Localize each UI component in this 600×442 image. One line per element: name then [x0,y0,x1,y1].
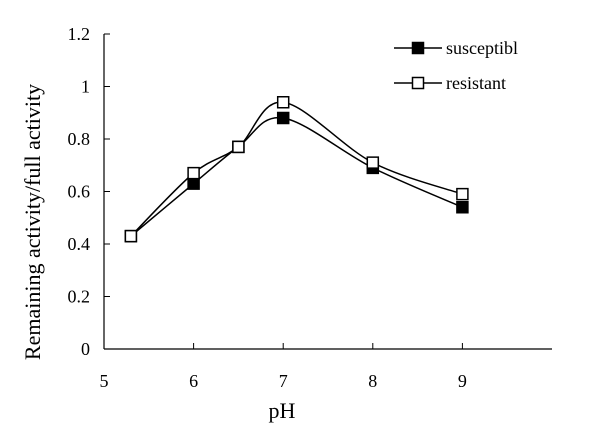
data-point-susceptibl [276,111,290,125]
data-point-resistant [232,140,245,154]
y-tick-label: 0.2 [68,287,91,307]
data-point-susceptibl [456,201,469,214]
data-point-susceptibl [187,177,200,190]
x-tick-label: 9 [458,371,467,391]
series-markers [124,96,469,243]
x-tick-label: 8 [368,371,377,391]
data-point-resistant [276,96,290,109]
y-tick-label: 0 [81,339,90,359]
y-tick-label: 0.4 [68,234,91,254]
series-line-susceptibl [130,117,463,237]
legend-marker-resistant [411,76,425,90]
data-point-resistant [187,166,200,180]
y-tick-label: 1.2 [68,24,91,44]
y-axis-title-group: Remaining activity/full activity [20,84,45,360]
legend-label-susceptibl: susceptibl [446,38,518,58]
y-axis-title: Remaining activity/full activity [20,84,45,360]
x-tick-label: 7 [279,371,288,391]
x-axis-title: pH [269,398,296,423]
legend-label-resistant: resistant [446,73,506,93]
y-tick-label: 0.6 [68,182,91,202]
x-tick-label: 5 [100,371,109,391]
data-point-resistant [456,187,469,201]
data-point-resistant [124,229,138,243]
legend-marker-susceptibl [411,41,425,55]
y-tick-label: 1 [81,77,90,97]
axes: 0 0.2 0.4 0.6 0.8 1 1.2 5 6 7 8 9 [68,24,552,391]
legend: susceptibl resistant [394,38,518,93]
x-tick-label: 6 [189,371,198,391]
y-tick-label: 0.8 [68,129,91,149]
series-line-resistant [130,101,463,237]
series-lines [130,101,463,237]
data-point-resistant [366,156,380,169]
